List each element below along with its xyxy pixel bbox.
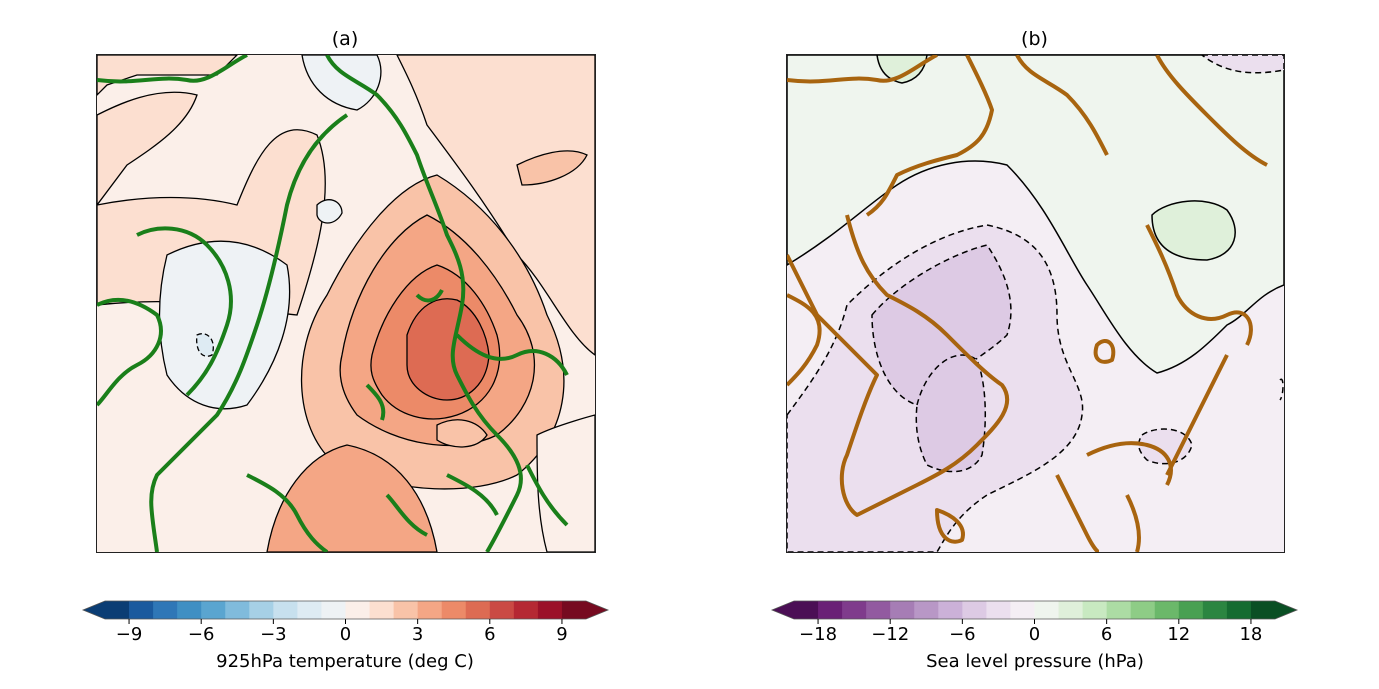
colorbar-tick-label: −9 [115, 624, 143, 645]
panel-b-title: (b) [1021, 28, 1048, 50]
colorbar-tick-label: −12 [871, 624, 910, 645]
colorbar-tick-label: −18 [799, 624, 838, 645]
colorbar-tick-label: 0 [339, 624, 352, 645]
colorbar-tick-label: −6 [187, 624, 215, 645]
colorbar-tick-label: 6 [484, 624, 496, 645]
colorbar-tick-label: −6 [949, 624, 976, 645]
panel-a-title: (a) [331, 28, 359, 50]
panel-a-map [96, 54, 596, 553]
colorbar-tick-label: 6 [1100, 624, 1113, 645]
colorbar-tick-label: 18 [1239, 624, 1263, 645]
colorbar-a-label: 925hPa temperature (deg C) [216, 651, 474, 672]
colorbar-b [770, 599, 1299, 624]
colorbar-tick-label: 0 [1028, 624, 1041, 645]
colorbar-tick-label: 12 [1167, 624, 1191, 645]
colorbar-b-label: Sea level pressure (hPa) [926, 651, 1144, 672]
colorbar-a [81, 599, 610, 624]
colorbar-tick-label: 9 [556, 624, 568, 645]
colorbar-tick-label: −3 [260, 624, 287, 645]
colorbar-tick-label: 3 [411, 624, 424, 645]
panel-b-map [786, 54, 1285, 553]
